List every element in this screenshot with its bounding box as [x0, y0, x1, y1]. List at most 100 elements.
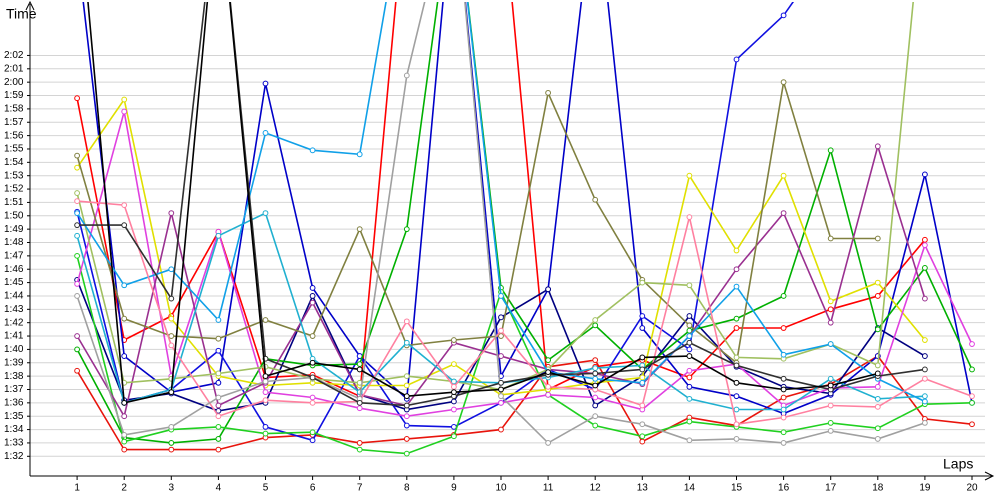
y-tick-label: 1:46	[4, 264, 24, 275]
data-point	[969, 421, 975, 428]
data-point	[403, 339, 410, 346]
data-point	[403, 72, 410, 79]
y-tick-label: 1:59	[4, 90, 24, 101]
data-point	[639, 279, 646, 286]
data-point	[922, 264, 928, 271]
y-tick-label: 1:34	[4, 424, 24, 435]
data-point	[592, 365, 599, 372]
data-point	[498, 379, 504, 386]
data-point	[733, 283, 740, 290]
data-point	[121, 399, 128, 406]
data-point	[356, 361, 363, 367]
data-point	[215, 379, 222, 386]
data-point	[686, 214, 693, 221]
x-axis-arrow	[984, 471, 995, 481]
data-point	[686, 418, 693, 425]
data-point	[639, 421, 646, 428]
data-point	[922, 236, 928, 243]
data-point	[121, 222, 128, 229]
data-point	[403, 226, 410, 233]
data-point	[309, 429, 316, 436]
data-point	[74, 190, 80, 196]
data-point	[451, 389, 457, 396]
y-tick-label: 1:48	[4, 237, 24, 248]
data-point	[922, 337, 928, 343]
data-point	[922, 242, 928, 249]
data-point	[356, 366, 363, 373]
data-point	[545, 369, 551, 376]
y-tick-label: 1:55	[4, 144, 24, 155]
data-point	[686, 339, 693, 346]
data-point	[451, 398, 457, 405]
data-point	[922, 295, 928, 302]
data-point	[922, 393, 928, 400]
data-point	[74, 198, 80, 204]
y-tick-label: 1:32	[4, 451, 24, 462]
data-point	[168, 295, 175, 302]
data-point	[309, 333, 316, 339]
data-point	[403, 450, 410, 457]
data-point	[121, 108, 128, 115]
data-point	[498, 293, 504, 299]
data-point	[639, 313, 646, 319]
y-tick-label: 1:54	[4, 157, 24, 168]
data-point	[780, 406, 787, 413]
x-tick-label: 19	[919, 483, 931, 494]
data-point	[592, 370, 599, 377]
series-line	[77, 200, 973, 426]
data-point	[686, 395, 693, 402]
data-point	[498, 399, 504, 406]
series-line	[76, 81, 878, 365]
data-point	[451, 378, 457, 385]
data-point	[733, 354, 740, 361]
data-point	[74, 164, 80, 171]
data-point	[74, 232, 80, 239]
data-point	[403, 393, 410, 400]
data-point	[874, 293, 881, 299]
data-point	[309, 394, 316, 401]
data-point	[639, 438, 646, 445]
data-point	[780, 12, 787, 19]
data-point	[545, 357, 551, 363]
y-tick-label: 1:42	[4, 317, 24, 328]
data-point	[262, 397, 269, 404]
x-tick-label: 5	[263, 483, 269, 494]
data-point	[639, 433, 646, 440]
data-point	[969, 366, 975, 373]
data-point	[592, 382, 599, 389]
data-point	[262, 389, 269, 396]
data-point	[733, 436, 740, 442]
x-tick-label: 14	[684, 483, 696, 494]
data-point	[215, 232, 222, 239]
data-point	[74, 210, 80, 217]
data-point	[403, 373, 410, 380]
y-tick-label: 1:33	[4, 438, 24, 449]
data-point	[686, 346, 693, 353]
data-point	[592, 357, 599, 363]
y-tick-label: 1:45	[4, 277, 24, 288]
data-point	[498, 314, 504, 321]
series-line	[76, 255, 973, 455]
data-point	[498, 393, 504, 400]
data-point	[780, 414, 787, 421]
y-tick-label: 1:41	[4, 331, 24, 342]
data-point	[922, 366, 928, 373]
data-point	[592, 375, 599, 382]
data-point	[686, 353, 693, 359]
data-point	[451, 433, 457, 440]
y-tick-label: 1:39	[4, 357, 24, 368]
data-point	[922, 171, 928, 178]
data-point	[686, 313, 693, 319]
data-point	[922, 375, 928, 382]
data-point	[874, 279, 881, 286]
data-point	[592, 413, 599, 420]
y-tick-label: 1:43	[4, 304, 24, 315]
data-point	[592, 394, 599, 401]
data-point	[74, 367, 80, 374]
y-tick-label: 1:37	[4, 384, 24, 395]
data-point	[969, 341, 975, 347]
data-point	[168, 389, 175, 396]
data-point	[309, 147, 316, 154]
data-point	[74, 152, 80, 159]
